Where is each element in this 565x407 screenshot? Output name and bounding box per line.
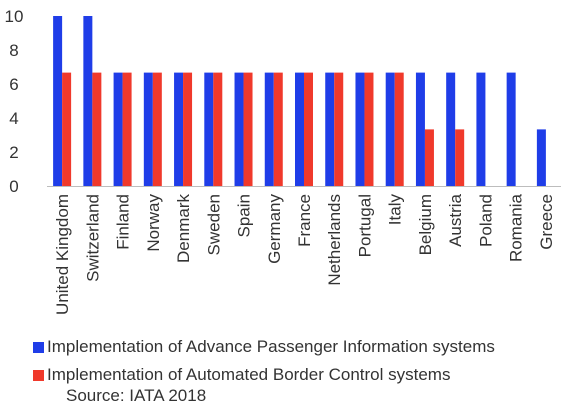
bar-api <box>83 16 93 186</box>
bar-api <box>415 72 425 186</box>
x-category-label: France <box>295 194 314 247</box>
bar-api <box>506 72 516 186</box>
bar-abc <box>92 72 102 186</box>
x-category-label: Italy <box>386 194 405 226</box>
bar-api <box>264 72 274 186</box>
x-category-label: Switzerland <box>83 194 102 282</box>
x-category-label: Austria <box>446 193 465 246</box>
legend-swatch-api <box>33 342 44 353</box>
bar-abc <box>364 72 374 186</box>
y-tick-label: 10 <box>5 7 24 26</box>
legend-swatch-abc <box>33 370 44 381</box>
bar-api <box>174 72 184 186</box>
y-tick-label: 2 <box>9 143 18 162</box>
y-tick-label: 8 <box>9 41 18 60</box>
y-tick-label: 6 <box>9 75 18 94</box>
bar-abc <box>455 129 465 186</box>
legend-label-api: Implementation of Advance Passenger Info… <box>47 337 495 356</box>
x-category-label: Sweden <box>204 194 223 255</box>
source-note: Source: IATA 2018 <box>66 386 207 405</box>
bar-abc <box>243 72 253 186</box>
bar-api <box>536 129 546 186</box>
x-category-label: Spain <box>235 194 254 237</box>
x-category-label: Belgium <box>416 194 435 255</box>
bar-abc <box>213 72 223 186</box>
bar-abc <box>122 72 132 186</box>
x-category-label: Greece <box>537 194 556 250</box>
x-category-label: Germany <box>265 194 284 264</box>
bar-abc <box>304 72 313 186</box>
bar-api <box>446 72 456 186</box>
x-category-label: Portugal <box>355 194 374 257</box>
bar-abc <box>273 72 283 186</box>
x-category-label: Finland <box>114 194 133 250</box>
x-category-label: Netherlands <box>325 194 344 286</box>
legend-label-abc: Implementation of Automated Border Contr… <box>47 365 451 384</box>
bar-abc <box>394 72 404 186</box>
bar-api <box>53 16 63 186</box>
bar-abc <box>62 72 72 186</box>
y-tick-label: 0 <box>9 177 18 196</box>
legend-item-api: Implementation of Advance Passenger Info… <box>33 337 495 357</box>
bar-api <box>385 72 395 186</box>
bar-chart: 0 2 4 6 8 10 United Kingdom Switzerland Finland N… <box>5 7 561 315</box>
bar-abc <box>424 129 434 186</box>
bar-api <box>234 72 244 186</box>
x-category-label: Poland <box>476 194 495 247</box>
bar-api <box>476 72 486 186</box>
x-category-label: United Kingdom <box>53 194 72 315</box>
x-category-label: Denmark <box>174 194 193 263</box>
bar-api <box>355 72 365 186</box>
bar-abc <box>152 72 162 186</box>
x-category-label: Norway <box>144 194 163 252</box>
bar-abc <box>334 72 344 186</box>
bar-abc <box>183 72 193 186</box>
bar-api <box>143 72 153 186</box>
bar-api <box>113 72 123 186</box>
bar-api <box>295 72 304 186</box>
x-category-label: Romania <box>507 193 526 262</box>
legend-item-abc: Implementation of Automated Border Contr… <box>33 365 450 385</box>
bar-api <box>325 72 335 186</box>
y-tick-label: 4 <box>9 109 18 128</box>
bar-api <box>204 72 214 186</box>
